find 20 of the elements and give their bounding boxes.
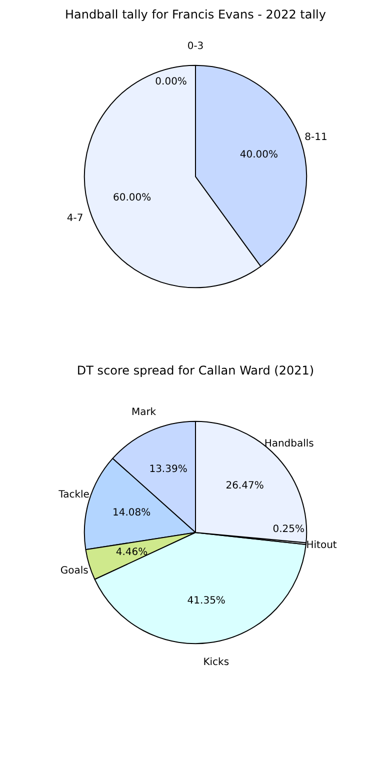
slice-label: 8-11 [304, 132, 328, 143]
slice-label: Hitout [306, 540, 337, 552]
data-label: 13.39% [149, 464, 188, 475]
slice-label: Mark [131, 406, 156, 418]
data-label: 40.00% [240, 150, 278, 161]
chart-title: DT score spread for Callan Ward (2021) [76, 364, 314, 378]
text: 0.00% [155, 76, 187, 88]
slice-label: Tackle [58, 490, 90, 501]
slice-label: 4-7 [66, 213, 84, 224]
category-label: 0-3 [187, 40, 204, 52]
chart-title: Handball tally for Francis Evans - 2022 tally [65, 8, 326, 22]
data-label: 4.46% [116, 547, 148, 558]
data-label: 0.25% [272, 524, 304, 535]
data-label: 26.47% [226, 480, 264, 492]
slice-label: Handballs [264, 438, 314, 450]
slice-label: Kicks [203, 656, 230, 668]
data-label: 60.00% [113, 192, 152, 204]
slice-label: Goals [60, 565, 88, 576]
data-label: 41.35% [187, 595, 226, 606]
data-label: 14.08% [112, 507, 151, 518]
